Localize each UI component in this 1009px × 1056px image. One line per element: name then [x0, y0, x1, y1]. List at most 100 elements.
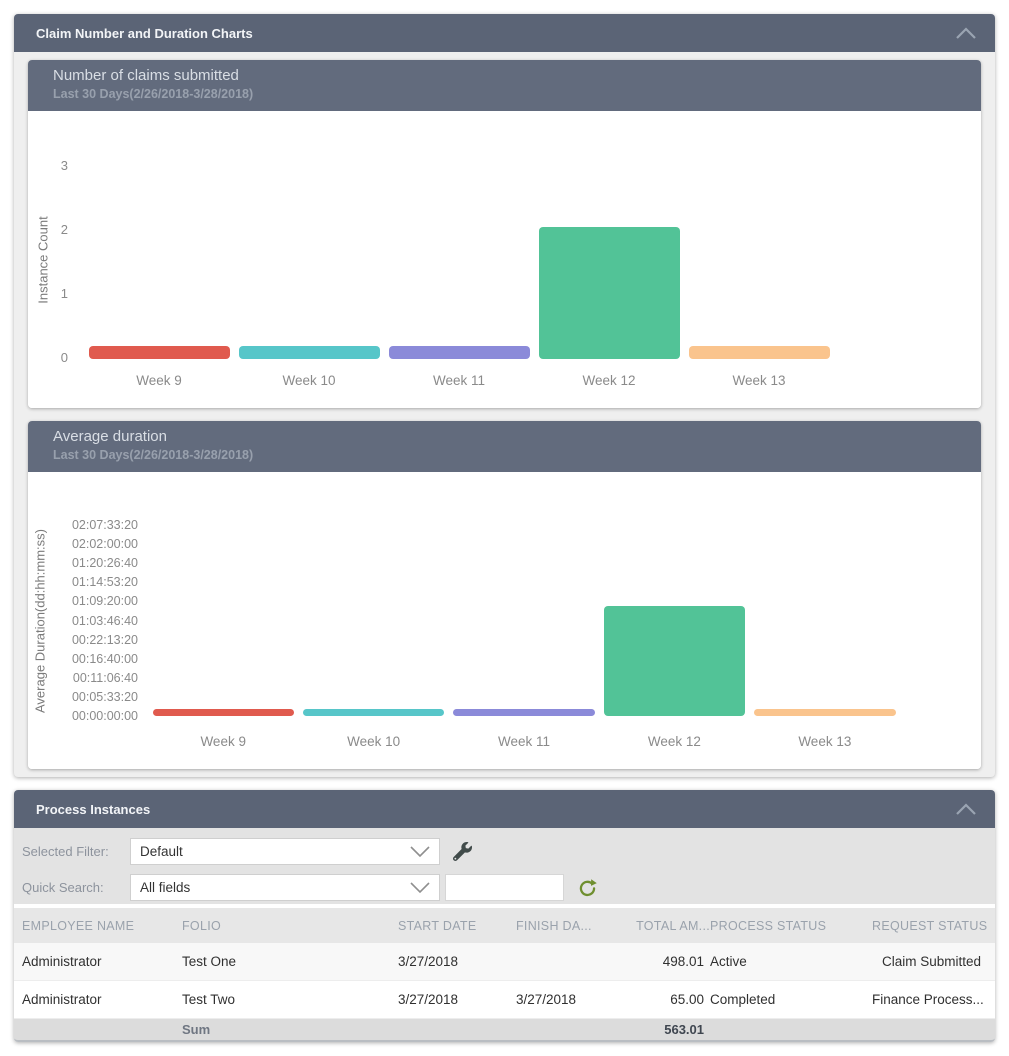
- table-cell: 498.01: [662, 954, 704, 969]
- average-duration-chart-card: Average duration Last 30 Days(2/26/2018-…: [28, 421, 981, 769]
- bar-week-9[interactable]: [152, 709, 294, 716]
- chevron-down-icon: [410, 881, 430, 893]
- table-cell: Active: [710, 954, 747, 969]
- y-tick-label: 02:02:00:00: [71, 537, 138, 552]
- charts-panel-body: Number of claims submitted Last 30 Days(…: [14, 52, 995, 769]
- column-header-finish-da[interactable]: FINISH DA...: [516, 918, 592, 933]
- y-tick-label: 01:14:53:20: [71, 575, 138, 590]
- chevron-up-icon: [956, 803, 976, 815]
- duration-chart-plot: [148, 525, 900, 716]
- y-tick-label: 00:00:00:00: [71, 709, 138, 723]
- column-header-folio[interactable]: FOLIO: [182, 918, 222, 933]
- table-cell: 3/27/2018: [398, 954, 459, 969]
- column-header-employee-name[interactable]: EMPLOYEE NAME: [22, 918, 135, 933]
- y-tick-label: 00:11:06:40: [72, 670, 138, 685]
- bar-week-10[interactable]: [302, 709, 445, 716]
- table-cell: 3/27/2018: [398, 992, 459, 1007]
- table-sum-row: Sum 563.01: [14, 1019, 995, 1042]
- y-tick-label: 0: [60, 350, 68, 365]
- process-instances-panel: Process Instances Selected Filter: Defau…: [14, 790, 995, 1042]
- selected-filter-dropdown[interactable]: Default: [130, 838, 440, 865]
- duration-chart-header: Average duration Last 30 Days(2/26/2018-…: [28, 421, 981, 472]
- table-cell: 3/27/2018: [516, 992, 577, 1007]
- y-tick-label: 02:07:33:20: [71, 518, 138, 532]
- filter-settings-button[interactable]: [453, 842, 472, 861]
- x-tick-label: Week 11: [498, 734, 551, 749]
- bar-week-12[interactable]: [538, 227, 680, 359]
- duration-chart-title: Average duration: [53, 428, 167, 445]
- x-tick-label: Week 10: [282, 373, 336, 388]
- bar-slot: [384, 161, 534, 359]
- filter-area: Selected Filter: Default Quick Sea: [14, 828, 995, 904]
- table-cell: Completed: [710, 992, 776, 1007]
- quick-search-field-value: All fields: [140, 880, 191, 895]
- bar-week-13[interactable]: [688, 346, 830, 359]
- bar-week-11[interactable]: [388, 346, 530, 359]
- quick-search-label: Quick Search:: [22, 880, 104, 895]
- selected-filter-row: Selected Filter: Default: [22, 838, 995, 865]
- bar-week-13[interactable]: [754, 709, 896, 716]
- claims-chart-title: Number of claims submitted: [53, 67, 239, 84]
- x-tick-label: Week 12: [647, 734, 701, 749]
- column-header-start-date[interactable]: START DATE: [398, 918, 477, 933]
- bar-week-9[interactable]: [88, 346, 230, 359]
- selected-filter-value: Default: [140, 844, 183, 859]
- divider: [14, 904, 995, 908]
- table-cell: Test One: [182, 954, 237, 969]
- y-tick-label: 00:22:13:20: [71, 632, 138, 647]
- bar-slot: [684, 161, 834, 359]
- process-panel-title: Process Instances: [36, 801, 151, 817]
- y-tick-label: 3: [60, 158, 68, 173]
- claims-chart-x-labels: Week 9 Week 10 Week 11 Week 12 Week 13: [84, 373, 834, 388]
- column-header-total-am[interactable]: TOTAL AM...: [636, 918, 710, 933]
- column-header-request-status[interactable]: REQUEST STATUS: [872, 918, 987, 933]
- table-cell: Administrator: [22, 954, 102, 969]
- y-tick-label: 1: [60, 286, 68, 301]
- average-duration-chart: Average Duration(dd:hh:mm:ss) 00:00:00:0…: [28, 472, 981, 769]
- claims-chart-plot: [84, 161, 834, 359]
- collapse-panel-button[interactable]: [955, 26, 977, 40]
- claims-submitted-chart-card: Number of claims submitted Last 30 Days(…: [28, 60, 981, 408]
- table-cell: Claim Submitted: [881, 954, 981, 969]
- quick-search-row: Quick Search: All fields: [22, 874, 995, 901]
- claim-charts-panel-title: Claim Number and Duration Charts: [36, 25, 253, 41]
- column-header-process-status[interactable]: PROCESS STATUS: [710, 918, 827, 933]
- x-tick-label: Week 11: [432, 373, 486, 388]
- collapse-panel-button[interactable]: [955, 802, 977, 816]
- chevron-down-icon: [410, 845, 430, 857]
- table-row[interactable]: Administrator Test One 3/27/2018 498.01 Acti…: [14, 943, 995, 981]
- refresh-button[interactable]: [577, 877, 598, 898]
- bar-week-12[interactable]: [603, 606, 746, 716]
- bar-week-11[interactable]: [453, 709, 595, 716]
- duration-chart-x-labels: Week 9 Week 10 Week 11 Week 12 Week 13: [148, 734, 900, 749]
- bar-week-10[interactable]: [238, 346, 380, 359]
- bar-slot: [234, 161, 384, 359]
- claims-chart-subtitle: Last 30 Days(2/26/2018-3/28/2018): [53, 87, 254, 101]
- duration-chart-subtitle: Last 30 Days(2/26/2018-3/28/2018): [53, 448, 254, 462]
- wrench-icon: [453, 842, 472, 861]
- quick-search-field-dropdown[interactable]: All fields: [130, 874, 440, 901]
- table-body: Administrator Test One 3/27/2018 498.01 Acti…: [14, 943, 995, 1019]
- bar-slot: [599, 525, 749, 716]
- y-tick-label: 01:09:20:00: [71, 594, 138, 609]
- claim-charts-panel-header: Claim Number and Duration Charts: [14, 14, 995, 52]
- x-tick-label: Week 9: [136, 373, 182, 388]
- chevron-up-icon: [956, 27, 976, 39]
- bar-slot: [534, 161, 684, 359]
- table-cell: Test Two: [182, 992, 236, 1007]
- bar-slot: [298, 525, 448, 716]
- quick-search-input[interactable]: [445, 874, 564, 901]
- table-cell: Administrator: [22, 992, 102, 1007]
- table-cell: 65.00: [670, 992, 704, 1007]
- x-tick-label: Week 10: [347, 734, 401, 749]
- refresh-icon: [579, 879, 597, 897]
- bar-slot: [449, 525, 599, 716]
- selected-filter-label: Selected Filter:: [22, 844, 109, 859]
- sum-total-value: 563.01: [664, 1022, 704, 1037]
- sum-label: Sum: [182, 1022, 211, 1037]
- table-row[interactable]: Administrator Test Two 3/27/2018 3/27/2018 6…: [14, 981, 995, 1019]
- bar-slot: [148, 525, 298, 716]
- x-tick-label: Week 12: [582, 373, 636, 388]
- process-panel-header: Process Instances: [14, 790, 995, 828]
